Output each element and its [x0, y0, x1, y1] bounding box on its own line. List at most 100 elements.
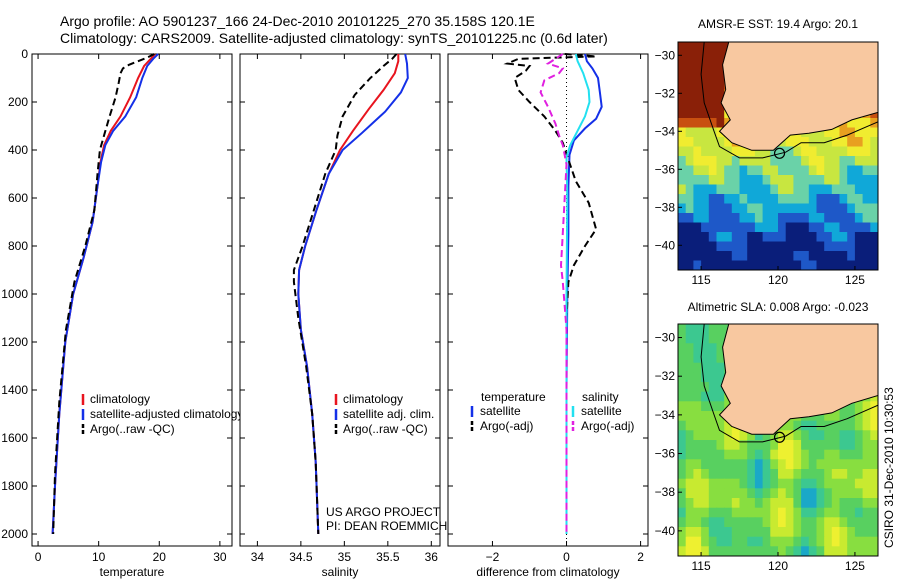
heatmap-cell [770, 517, 779, 528]
heatmap-cell [862, 203, 871, 214]
heatmap-cell [754, 146, 764, 157]
heatmap-cell [754, 459, 764, 470]
heatmap-cell [770, 440, 779, 451]
heatmap-cell [808, 469, 818, 480]
heatmap-cell [716, 175, 725, 186]
heatmap-cell [839, 251, 848, 262]
heatmap-cell [793, 232, 802, 243]
heatmap-cell [708, 449, 718, 460]
heatmap-cell [801, 440, 810, 451]
heatmap-cell [854, 127, 864, 138]
heatmap-cell [785, 459, 794, 470]
heatmap-cell [854, 203, 864, 214]
x-tick-label: 115 [692, 273, 711, 287]
heatmap-cell [778, 203, 787, 214]
heatmap-cell [862, 478, 871, 489]
salinity-xlabel: salinity [322, 565, 359, 579]
heatmap-cell [739, 527, 748, 538]
heatmap-cell [754, 184, 764, 195]
heatmap-cell [678, 536, 687, 547]
heatmap-cell [724, 517, 733, 528]
heatmap-cell [854, 527, 864, 538]
heatmap-cell [816, 203, 825, 214]
heatmap-cell [824, 527, 833, 538]
heatmap-cell [708, 99, 718, 110]
heatmap-cell [862, 213, 871, 224]
heatmap-cell [831, 449, 841, 460]
heatmap-cell [685, 420, 694, 431]
heatmap-cell [854, 449, 864, 460]
heatmap-cell [701, 372, 710, 383]
heatmap-cell [862, 440, 871, 451]
heatmap-cell [708, 213, 718, 224]
heatmap-cell [701, 391, 710, 402]
legend-label: Argo(..raw -QC) [343, 422, 428, 436]
heatmap-cell [701, 420, 710, 431]
heatmap-cell [678, 203, 687, 214]
heatmap-cell [731, 546, 741, 556]
heatmap-cell [678, 194, 687, 205]
heatmap-cell [808, 459, 818, 470]
heatmap-cell [716, 362, 725, 373]
heatmap-cell [678, 343, 687, 354]
heatmap-cell [862, 222, 871, 233]
heatmap-cell [831, 194, 841, 205]
heatmap-cell [701, 498, 710, 509]
heatmap-cell [701, 517, 710, 528]
heatmap-cell [808, 478, 818, 489]
heatmap-cell [824, 194, 833, 205]
heatmap-cell [801, 546, 810, 556]
legend-label: satellite adj. clim. [343, 407, 434, 421]
heatmap-cell [770, 449, 779, 460]
heatmap-cell [678, 108, 687, 119]
heatmap-cell [839, 507, 848, 518]
heatmap-cell [816, 241, 825, 252]
heatmap-cell [708, 61, 718, 72]
heatmap-cell [839, 213, 848, 224]
heatmap-cell [847, 449, 856, 460]
heatmap-cell [716, 478, 725, 489]
heatmap-cell [808, 546, 818, 556]
heatmap-cell [778, 194, 787, 205]
heatmap-cell [678, 222, 687, 233]
heatmap-cell [731, 498, 741, 509]
heatmap-cell [693, 469, 702, 480]
heatmap-cell [801, 449, 810, 460]
legend-label: satellite [581, 404, 622, 418]
heatmap-cell [685, 127, 694, 138]
heatmap-cell [770, 546, 779, 556]
heatmap-cell [693, 70, 702, 81]
heatmap-cell [701, 213, 710, 224]
heatmap-cell [685, 108, 694, 119]
heatmap-cell [685, 430, 694, 441]
y-tick-label: 1400 [1, 383, 28, 397]
series-salinity-satellite [565, 53, 591, 534]
heatmap-cell [847, 430, 856, 441]
heatmap-cell [678, 146, 687, 157]
heatmap-cell [693, 260, 702, 270]
heatmap-cell [770, 156, 779, 167]
heatmap-cell [716, 430, 725, 441]
heatmap-cell [716, 222, 725, 233]
y-tick-label: −30 [655, 48, 676, 62]
heatmap-cell [808, 241, 818, 252]
land-mass [718, 42, 878, 151]
y-tick-label: −40 [655, 238, 676, 252]
heatmap-cell [831, 411, 841, 422]
heatmap-cell [708, 459, 718, 470]
heatmap-cell [808, 203, 818, 214]
heatmap-cell [801, 507, 810, 518]
heatmap-cell [747, 546, 756, 556]
heatmap-cell [808, 194, 818, 205]
heatmap-cell [862, 401, 871, 412]
heatmap-cell [816, 156, 825, 167]
heatmap-cell [831, 459, 841, 470]
heatmap-cell [724, 536, 733, 547]
heatmap-cell [754, 232, 764, 243]
heatmap-cell [839, 440, 848, 451]
heatmap-cell [808, 156, 818, 167]
heatmap-cell [854, 241, 864, 252]
heatmap-cell [716, 80, 725, 91]
heatmap-cell [785, 488, 794, 499]
heatmap-cell [862, 517, 871, 528]
